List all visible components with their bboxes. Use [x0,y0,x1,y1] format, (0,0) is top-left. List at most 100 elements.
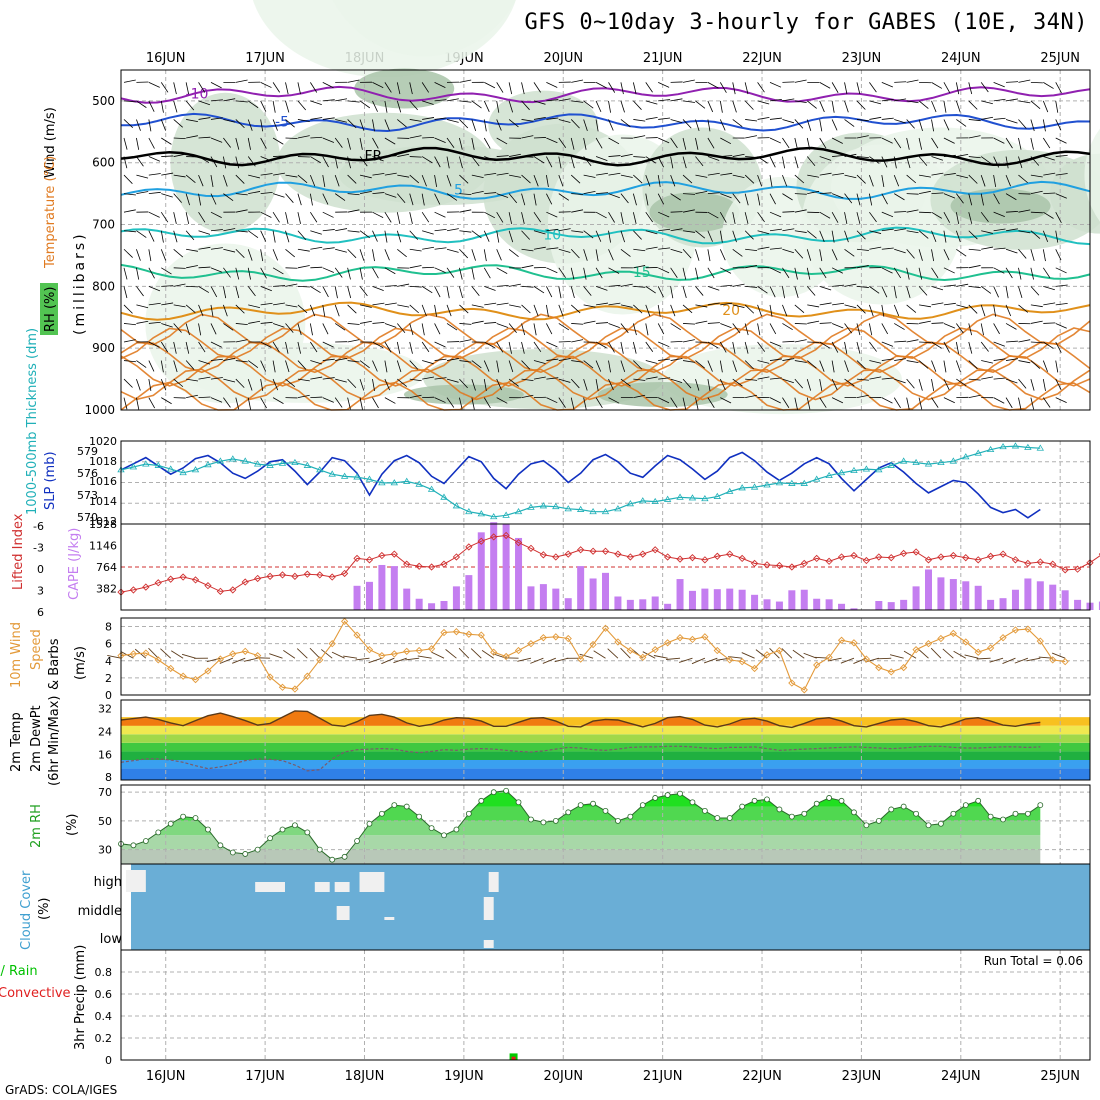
surface-wind-barb [769,647,780,659]
wind-barb [968,248,981,251]
wind-barb [844,212,848,225]
wind-barb [521,230,530,240]
wind-barb [483,137,491,149]
clear-sky-gap [488,872,499,892]
wind-barb [993,117,1006,120]
wind-barb [260,302,273,306]
rh-marker [701,807,708,814]
wind-barb [471,156,480,167]
wind-barb [807,360,817,369]
cape-bar [577,566,585,610]
wind-barb [782,358,795,361]
wind-barb [309,323,313,336]
wind-barb [1055,230,1059,243]
wind-barb [782,119,795,124]
cape-bar [688,590,696,610]
wind-speed-marker [614,638,622,646]
rh-marker [851,809,857,816]
wind-barb [260,267,267,279]
wind-barb [508,360,514,373]
wind-barb [769,323,777,335]
thickness-marker [229,455,237,462]
rh-marker [950,810,957,817]
wind-barb [496,82,504,93]
wind-barb [508,82,513,95]
wind-barb [782,340,795,343]
wind-barb [918,320,931,324]
wind-barb [459,193,472,196]
precip-tick: 0 [105,1054,112,1067]
wind-barb [571,360,584,363]
wind-barb [422,117,435,120]
wind-barb [943,154,956,157]
wind-unit-label: (m/s) [73,646,88,680]
wind-barb [384,285,397,287]
wind-barb [533,360,546,365]
wind-barb [260,119,264,132]
surface-wind-barb [953,650,966,659]
run-total-label: Run Total = 0.06 [984,954,1083,968]
wind-barb [906,286,911,298]
wind-barb [670,323,682,331]
wind-barb [595,397,603,409]
surface-wind-barb [942,648,954,659]
wind-barb [546,137,558,144]
wind-barb [173,137,186,140]
wind-axis-label-1: 10m Wind [9,622,24,688]
wind-barb [968,285,981,289]
temperature-line [120,710,1041,729]
wind-barb [931,156,944,161]
wind-barb [161,397,172,405]
wind-barb [782,228,795,232]
wind-barb [608,302,621,306]
wind-barb [757,246,770,250]
wind-barb [509,283,521,287]
lifted-index-marker [490,533,498,541]
wind-barb [359,230,370,239]
wind-barb [955,82,960,95]
wind-barb [347,397,351,410]
wind-barb [695,378,700,391]
wind-barb [757,211,765,223]
wind-barb [993,341,1005,347]
wind-barb [484,172,497,176]
wind-barb [757,116,770,120]
surface-wind-barb [160,648,171,659]
wind-barb [533,156,545,164]
wind-barb [943,193,956,199]
wind-barb [658,397,670,404]
lifted-index-tick: 0 [37,563,44,576]
wind-barb [1042,100,1049,113]
lifted-index-marker [763,561,771,569]
wind-speed-marker [825,653,833,661]
wind-barb [421,323,425,336]
wind-barb [807,100,817,109]
rh-band [121,835,1041,850]
wind-barb [471,230,482,239]
wind-barb [285,378,296,387]
x-tick-label-bottom: 24JUN [941,1069,981,1084]
wind-barb [446,323,458,331]
wind-barb [745,285,758,288]
cape-bar [1074,599,1082,610]
surface-wind-barb [283,650,296,659]
wind-barb [968,156,981,159]
wind-barb [310,82,318,93]
wind-barb [446,267,455,278]
wind-barb [409,304,419,314]
wind-barb [620,341,624,354]
wind-barb [707,82,719,89]
cape-bar [751,594,759,610]
wind-barb [831,341,839,353]
wind-barb [583,304,596,308]
surface-wind-barb [741,652,755,659]
wind-barb [608,100,611,113]
surface-wind-barb [481,650,494,659]
wind-barb [1042,267,1051,279]
cape-bar [1024,578,1032,610]
rh-marker [913,810,919,817]
wind-barb [496,172,509,176]
wind-barb [906,156,911,169]
wind-barb [881,211,894,218]
wind-barb [968,82,973,95]
